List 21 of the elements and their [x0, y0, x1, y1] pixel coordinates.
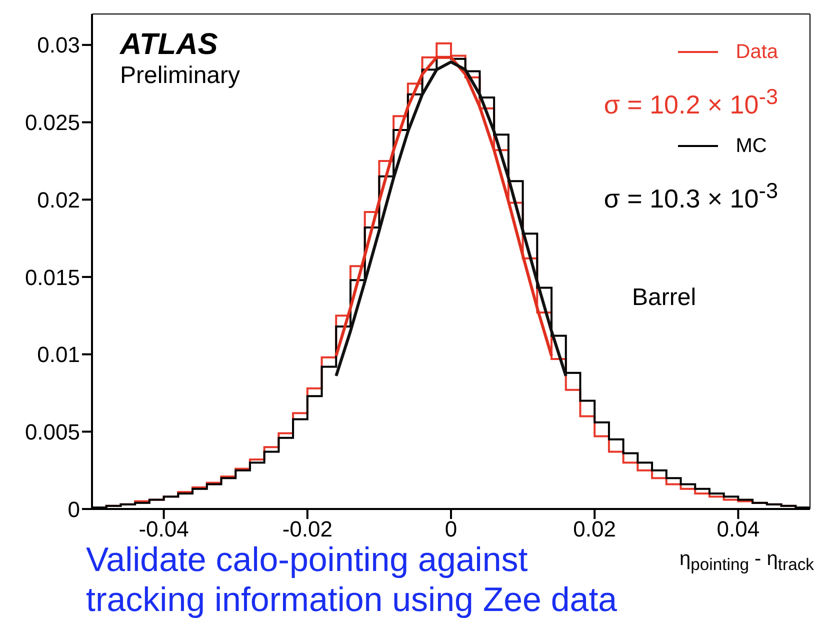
x-tick-label: -0.02: [282, 516, 332, 542]
x-tick-label: 0: [444, 516, 458, 542]
x-tick-label: -0.04: [138, 516, 189, 542]
y-tick-label: 0.005: [24, 419, 80, 444]
y-tick-label: 0.025: [24, 110, 80, 136]
legend-label: MC: [736, 134, 767, 158]
x-tick-label: 0.02: [573, 516, 616, 542]
y-tick-label: 0: [68, 496, 80, 522]
text: Validate calo-pointing against tracking information using Zee data: [86, 540, 618, 620]
annotation: σ = 10.2 × 10$^{-3}$: [604, 84, 778, 121]
x-tick-label: 0.04: [716, 516, 760, 542]
annotation: Preliminary: [120, 62, 240, 90]
y-tick-label: 0.03: [37, 32, 80, 58]
annotation: ATLAS: [120, 28, 218, 62]
y-tick-label: 0.015: [24, 264, 80, 290]
annotation: σ = 10.3 × 10$^{-3}$: [604, 178, 778, 215]
legend-label: Data: [736, 40, 778, 64]
x-axis-title: η$_{pointing}$ - η$_{track}$: [680, 547, 814, 576]
annotation: Barrel: [632, 284, 696, 312]
y-tick-label: 0.02: [37, 187, 80, 212]
y-tick-label: 0.01: [37, 342, 80, 368]
